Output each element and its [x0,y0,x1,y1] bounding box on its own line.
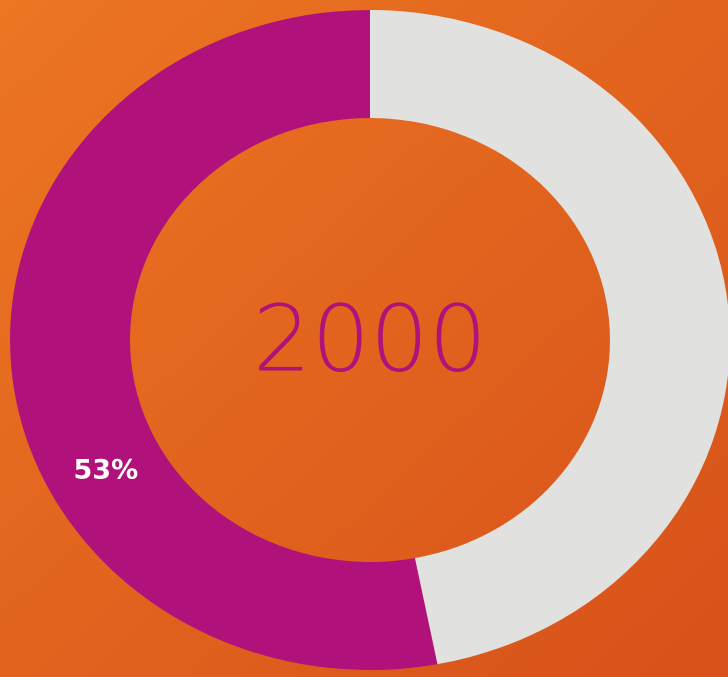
center-label: 2000 [253,286,487,393]
donut [9,10,728,670]
donut-segment [9,10,438,670]
donut-segment [370,10,728,665]
value-label: 53% [74,454,139,485]
